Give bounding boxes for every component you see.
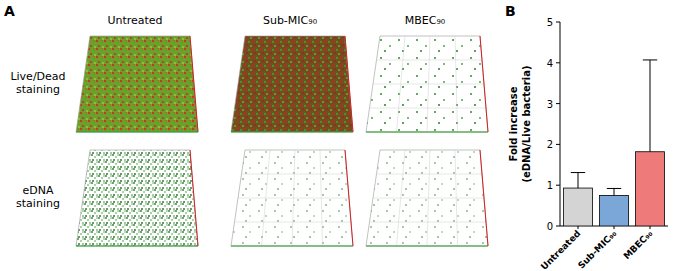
image-grid bbox=[455, 150, 458, 246]
row-label: staining bbox=[16, 197, 60, 210]
y-tick bbox=[556, 185, 560, 186]
y-axis bbox=[560, 22, 561, 226]
error-cap bbox=[643, 59, 657, 60]
image-axis bbox=[190, 36, 198, 132]
microscopy-image bbox=[76, 150, 198, 246]
bar bbox=[564, 188, 593, 226]
figure: AUntreatedSub-MIC₉₀MBEC₉₀Live/Deadstaini… bbox=[0, 0, 675, 271]
y-axis-label: (eDNA/Live bacteria) bbox=[521, 65, 532, 182]
y-tick bbox=[556, 62, 560, 63]
image-axis bbox=[345, 150, 353, 246]
x-tick-label: Sub-MIC₉₀ bbox=[576, 228, 618, 270]
image-axis bbox=[345, 36, 353, 132]
error-bar bbox=[571, 173, 585, 189]
y-tick-label: 0 bbox=[547, 221, 553, 232]
y-tick-label: 5 bbox=[547, 17, 553, 28]
error-cap bbox=[607, 188, 621, 189]
x-tick bbox=[614, 226, 615, 229]
y-tick-label: 3 bbox=[547, 99, 553, 110]
error-bar bbox=[643, 60, 657, 152]
image-axis bbox=[366, 132, 488, 133]
panel-label: B bbox=[505, 3, 516, 19]
row-label: eDNA bbox=[23, 184, 54, 197]
microscopy-image bbox=[366, 36, 488, 132]
plot-area bbox=[564, 60, 665, 226]
x-tick bbox=[578, 226, 579, 229]
y-tick bbox=[556, 22, 560, 23]
y-tick-label: 1 bbox=[547, 180, 553, 191]
x-tick bbox=[650, 226, 651, 229]
y-tick bbox=[556, 144, 560, 145]
x-tick-label: MBEC₉₀ bbox=[622, 228, 655, 261]
row-label: Live/Dead bbox=[10, 70, 65, 83]
error-line bbox=[578, 173, 579, 189]
image-axis bbox=[231, 246, 353, 247]
y-tick bbox=[556, 226, 560, 227]
image-grid bbox=[238, 198, 349, 199]
image-axis bbox=[480, 150, 488, 246]
bar bbox=[636, 152, 665, 226]
image-grid bbox=[370, 108, 487, 109]
error-line bbox=[650, 60, 651, 152]
y-tick-label: 2 bbox=[547, 139, 553, 150]
image-grid bbox=[373, 84, 484, 85]
error-line bbox=[614, 188, 615, 195]
image-grid bbox=[235, 222, 352, 223]
image-grid bbox=[373, 198, 484, 199]
microscopy-image bbox=[76, 36, 198, 132]
error-cap bbox=[571, 172, 585, 173]
image-axis bbox=[76, 132, 198, 133]
y-axis-label: Fold increase bbox=[508, 86, 519, 161]
error-bar bbox=[607, 188, 621, 195]
image-grid bbox=[455, 36, 458, 132]
image-axis bbox=[366, 246, 488, 247]
microscopy-image bbox=[231, 36, 353, 132]
image-axis bbox=[480, 36, 488, 132]
row-label: staining bbox=[16, 83, 60, 96]
bar bbox=[600, 195, 629, 226]
column-header: MBEC₉₀ bbox=[405, 14, 446, 27]
microscopy-image bbox=[366, 150, 488, 246]
image-axis bbox=[231, 132, 353, 133]
microscopy-image bbox=[231, 150, 353, 246]
image-grid bbox=[370, 222, 487, 223]
y-tick-label: 4 bbox=[547, 58, 553, 69]
y-tick bbox=[556, 103, 560, 104]
image-axis bbox=[76, 246, 198, 247]
panel-label: A bbox=[4, 3, 15, 19]
image-grid bbox=[320, 150, 323, 246]
image-axis bbox=[190, 150, 198, 246]
column-header: Untreated bbox=[107, 14, 162, 27]
column-header: Sub-MIC₉₀ bbox=[263, 14, 318, 27]
